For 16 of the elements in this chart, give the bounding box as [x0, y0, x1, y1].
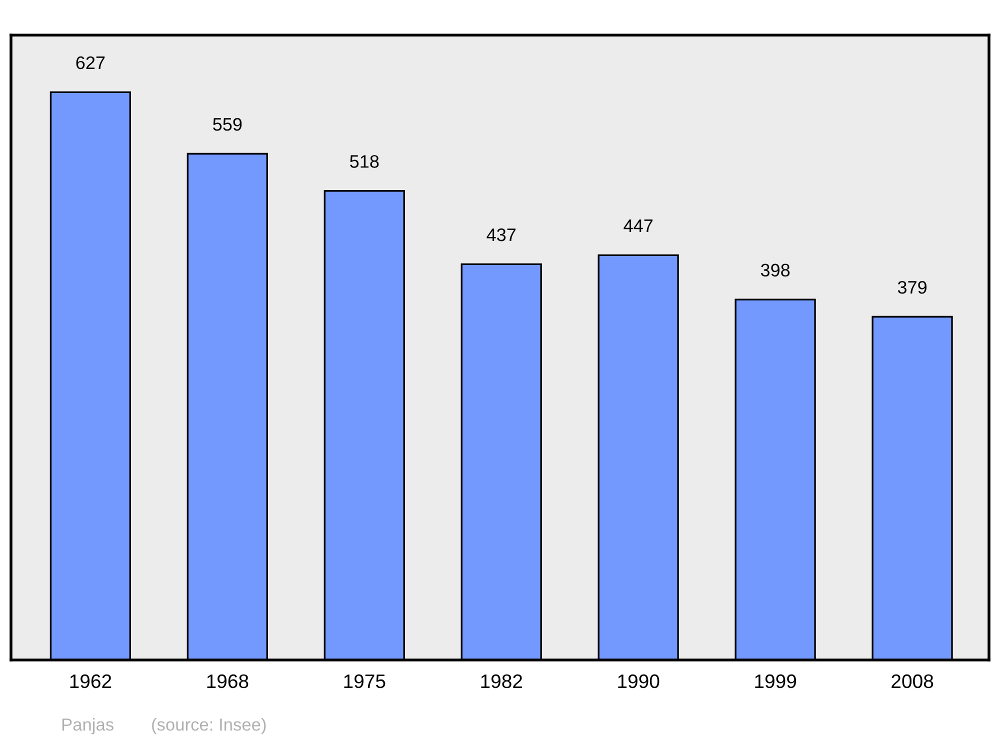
text: Panjas: [62, 718, 114, 734]
x-tick-label: 1962: [70, 674, 112, 688]
x-tick-label: 2008: [892, 674, 934, 688]
text: (source: Insee): [152, 718, 266, 734]
data-label: 447: [624, 220, 652, 232]
data-label: 379: [898, 280, 926, 294]
x-tick-label: 1982: [481, 674, 522, 688]
data-label: 398: [760, 264, 790, 277]
x-tick-label: 1975: [344, 674, 386, 688]
x-tick-label: 1999: [755, 674, 796, 688]
data-label: 518: [350, 155, 379, 168]
data-label: 437: [486, 228, 516, 242]
x-tick-label: 1968: [207, 674, 248, 688]
data-label: 627: [76, 56, 105, 70]
x-tick-label: 1990: [618, 674, 660, 688]
data-label: 559: [213, 118, 242, 131]
